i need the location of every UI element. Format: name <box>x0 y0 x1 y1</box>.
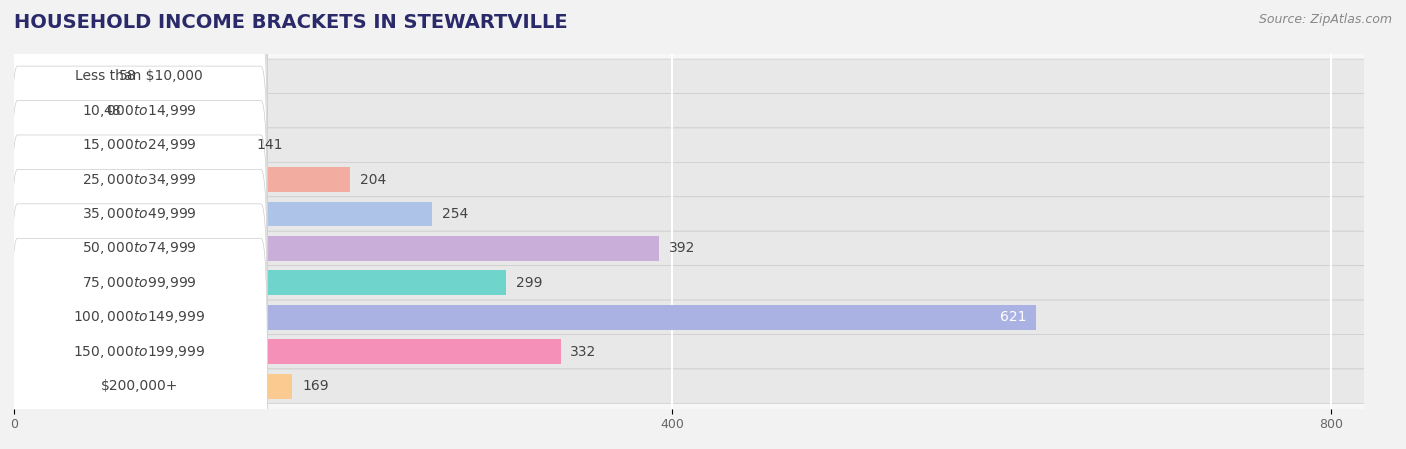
Text: 204: 204 <box>360 172 387 187</box>
FancyBboxPatch shape <box>11 93 1367 128</box>
Text: $10,000 to $14,999: $10,000 to $14,999 <box>82 103 197 119</box>
FancyBboxPatch shape <box>11 369 1367 403</box>
Text: $50,000 to $74,999: $50,000 to $74,999 <box>82 241 197 256</box>
Text: $35,000 to $49,999: $35,000 to $49,999 <box>82 206 197 222</box>
Bar <box>14 202 432 226</box>
FancyBboxPatch shape <box>11 204 267 449</box>
FancyBboxPatch shape <box>11 135 267 431</box>
Text: HOUSEHOLD INCOME BRACKETS IN STEWARTVILLE: HOUSEHOLD INCOME BRACKETS IN STEWARTVILL… <box>14 13 568 32</box>
Text: Source: ZipAtlas.com: Source: ZipAtlas.com <box>1258 13 1392 26</box>
Bar <box>14 64 110 88</box>
Bar <box>14 133 246 158</box>
FancyBboxPatch shape <box>11 101 267 396</box>
FancyBboxPatch shape <box>11 169 267 449</box>
FancyBboxPatch shape <box>11 128 1367 163</box>
Bar <box>14 305 1036 330</box>
FancyBboxPatch shape <box>11 0 267 259</box>
Bar <box>14 339 561 364</box>
FancyBboxPatch shape <box>11 335 1367 369</box>
Text: $15,000 to $24,999: $15,000 to $24,999 <box>82 137 197 153</box>
FancyBboxPatch shape <box>11 300 1367 335</box>
Text: 621: 621 <box>1000 310 1026 324</box>
Text: $75,000 to $99,999: $75,000 to $99,999 <box>82 275 197 291</box>
Text: 58: 58 <box>120 69 136 83</box>
Text: $200,000+: $200,000+ <box>100 379 177 393</box>
Bar <box>14 270 506 295</box>
Text: 332: 332 <box>571 345 596 359</box>
FancyBboxPatch shape <box>11 59 1367 93</box>
Text: 392: 392 <box>669 242 696 255</box>
Bar <box>14 236 659 261</box>
Text: 141: 141 <box>256 138 283 152</box>
Text: 299: 299 <box>516 276 543 290</box>
Text: $150,000 to $199,999: $150,000 to $199,999 <box>73 344 205 360</box>
FancyBboxPatch shape <box>11 163 1367 197</box>
FancyBboxPatch shape <box>11 231 1367 266</box>
FancyBboxPatch shape <box>11 0 267 293</box>
Text: 48: 48 <box>103 104 121 118</box>
FancyBboxPatch shape <box>11 266 1367 300</box>
FancyBboxPatch shape <box>11 238 267 449</box>
FancyBboxPatch shape <box>11 0 267 224</box>
Text: Less than $10,000: Less than $10,000 <box>76 69 202 83</box>
FancyBboxPatch shape <box>11 197 1367 231</box>
Bar <box>14 374 292 399</box>
Text: $25,000 to $34,999: $25,000 to $34,999 <box>82 172 197 188</box>
Text: 169: 169 <box>302 379 329 393</box>
FancyBboxPatch shape <box>11 66 267 362</box>
Bar <box>14 167 350 192</box>
Bar <box>14 98 93 123</box>
Text: 254: 254 <box>441 207 468 221</box>
Text: $100,000 to $149,999: $100,000 to $149,999 <box>73 309 205 326</box>
FancyBboxPatch shape <box>11 32 267 327</box>
